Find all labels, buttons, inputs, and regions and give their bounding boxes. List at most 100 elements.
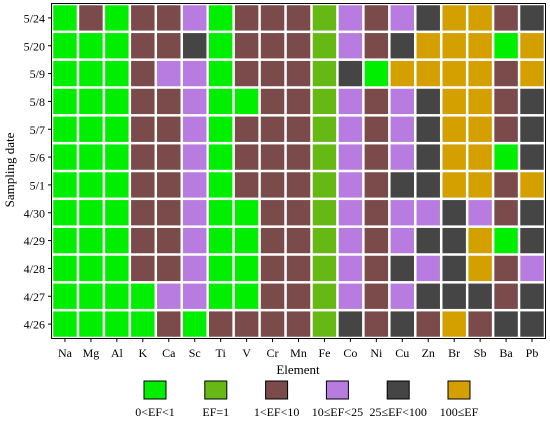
heatmap-cell — [79, 200, 103, 226]
heatmap-cell — [131, 33, 155, 59]
heatmap-cell — [286, 5, 311, 31]
x-tick-label: Ti — [216, 346, 227, 360]
x-tick-label: Mn — [290, 346, 307, 360]
heatmap-cell — [234, 227, 259, 254]
y-tick-label: 5/8 — [30, 95, 45, 109]
heatmap-cell — [416, 172, 440, 198]
heatmap-cell — [442, 200, 466, 226]
legend-swatch — [447, 380, 471, 400]
heatmap-cell — [338, 283, 363, 309]
heatmap-cell — [234, 144, 259, 170]
heatmap-cell — [364, 88, 389, 115]
heatmap-cell — [286, 144, 311, 170]
heatmap-cell — [53, 311, 77, 337]
heatmap-cell — [364, 144, 389, 170]
heatmap-cell — [157, 200, 181, 226]
heatmap-cell — [312, 116, 337, 142]
heatmap-cell — [364, 33, 389, 59]
y-tick-label: 5/24 — [24, 11, 45, 25]
heatmap-cell — [131, 172, 155, 198]
heatmap-cell — [234, 255, 259, 282]
heatmap-cell — [234, 116, 259, 142]
heatmap-cell — [131, 283, 155, 309]
heatmap-cell — [520, 227, 544, 254]
heatmap-cell — [390, 311, 415, 337]
heatmap-cell — [208, 255, 233, 282]
heatmap-cell — [442, 116, 466, 142]
heatmap-cell — [131, 144, 155, 170]
x-axis-ticks: Na Mg Al K Ca Sc Ti V Cr Mn Fe Co Ni Cu Zn Br Sb Ba Pb — [58, 338, 538, 360]
legend-swatch — [143, 380, 167, 400]
heatmap-cell — [208, 116, 233, 142]
heatmap-cell — [390, 283, 415, 309]
x-tick-label: Co — [343, 346, 357, 360]
heatmap-cell — [520, 172, 544, 198]
x-tick-label: Na — [58, 346, 73, 360]
heatmap-cell — [416, 33, 440, 59]
y-tick-label: 5/9 — [30, 67, 45, 81]
heatmap-cell — [390, 255, 415, 282]
heatmap-cell — [338, 227, 363, 254]
heatmap-cell — [286, 311, 311, 337]
heatmap-cell — [286, 283, 311, 309]
heatmap-cell — [79, 283, 103, 309]
x-tick-label: K — [138, 346, 147, 360]
heatmap-cell — [494, 88, 518, 115]
legend: 0<EF<1 EF=1 1<EF<10 10≤EF<25 25≤EF<100 100≤EF — [135, 380, 479, 419]
heatmap-cell — [79, 60, 103, 87]
heatmap-cell — [416, 311, 440, 337]
heatmap-cell — [312, 200, 337, 226]
heatmap-cell — [131, 311, 155, 337]
heatmap-cell — [157, 144, 181, 170]
y-axis-label: Sampling date — [2, 132, 17, 207]
heatmap-cell — [105, 227, 129, 254]
heatmap-cell — [105, 144, 129, 170]
heatmap-cell — [208, 33, 233, 59]
heatmap-cell — [105, 255, 129, 282]
y-tick-label: 5/7 — [30, 123, 45, 137]
heatmap-cell — [390, 227, 415, 254]
heatmap-cell — [312, 5, 337, 31]
heatmap-cell — [260, 5, 285, 31]
heatmap-cell — [79, 227, 103, 254]
heatmap-cell — [338, 88, 363, 115]
heatmap-cell — [468, 311, 492, 337]
heatmap-cell — [520, 255, 544, 282]
heatmap-cell — [286, 33, 311, 59]
heatmap-cell — [53, 255, 77, 282]
y-tick-label: 4/26 — [24, 318, 45, 332]
heatmap-cell — [131, 5, 155, 31]
heatmap-cell — [131, 60, 155, 87]
heatmap-cell — [182, 227, 207, 254]
heatmap-cell — [260, 311, 285, 337]
heatmap-cell — [208, 88, 233, 115]
heatmap-cell — [364, 200, 389, 226]
heatmap-cell — [260, 200, 285, 226]
heatmap-cell — [182, 255, 207, 282]
x-tick-label: Mg — [83, 346, 100, 360]
y-tick-label: 4/30 — [24, 206, 45, 220]
heatmap-cell — [286, 200, 311, 226]
heatmap-cell — [416, 5, 440, 31]
heatmap-cell — [208, 144, 233, 170]
y-tick-label: 5/20 — [24, 39, 45, 53]
heatmap-cell — [79, 88, 103, 115]
heatmap-cell — [105, 311, 129, 337]
heatmap-cell — [131, 116, 155, 142]
heatmap-cell — [131, 88, 155, 115]
heatmap-cell — [494, 283, 518, 309]
heatmap-cell — [234, 283, 259, 309]
legend-swatch — [325, 380, 349, 400]
heatmap-cell — [260, 255, 285, 282]
heatmap-cell — [390, 5, 415, 31]
x-tick-label: Pb — [526, 346, 539, 360]
heatmap-cell — [53, 5, 77, 31]
heatmap-cell — [520, 5, 544, 31]
heatmap-cell — [468, 255, 492, 282]
heatmap-cell — [79, 311, 103, 337]
heatmap-cell — [520, 88, 544, 115]
heatmap-cell — [520, 200, 544, 226]
heatmap-cell — [364, 5, 389, 31]
heatmap-cell — [442, 255, 466, 282]
legend-label: EF=1 — [202, 405, 229, 419]
